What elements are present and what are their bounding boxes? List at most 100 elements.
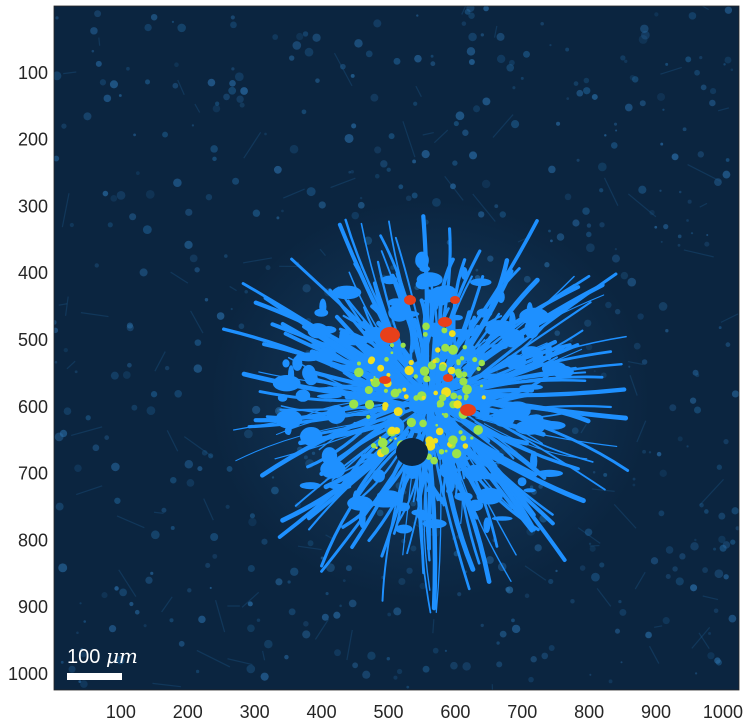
background-fiber	[687, 164, 722, 183]
background-cell	[184, 459, 194, 469]
background-cell	[352, 662, 359, 669]
cell-body	[295, 352, 322, 362]
background-cell	[714, 178, 722, 187]
background-fiber	[433, 129, 449, 144]
background-cell	[69, 222, 74, 228]
background-cell	[473, 105, 481, 113]
background-cell	[719, 544, 727, 552]
background-cell	[604, 134, 607, 137]
background-cell	[94, 263, 99, 268]
background-cell	[699, 56, 703, 60]
background-fiber	[80, 312, 109, 318]
background-fiber	[683, 249, 714, 258]
background-fiber	[196, 649, 231, 668]
background-cell	[638, 185, 647, 194]
background-cell	[731, 390, 739, 398]
background-cell	[688, 12, 697, 20]
background-cell	[74, 370, 78, 374]
background-cell	[675, 577, 684, 586]
background-cell	[650, 557, 659, 565]
background-fiber	[702, 595, 719, 601]
background-cell	[110, 194, 118, 202]
background-cell	[101, 592, 108, 599]
background-fiber	[241, 591, 260, 608]
cell-process	[307, 438, 408, 531]
high-signal-region	[481, 395, 486, 400]
cell-process	[423, 434, 434, 591]
background-cell	[80, 651, 87, 658]
high-signal-region	[435, 347, 441, 353]
background-cell	[645, 631, 652, 639]
high-signal-region	[366, 414, 371, 420]
high-signal-region	[406, 417, 417, 428]
high-signal-region	[441, 327, 448, 334]
background-cell	[393, 57, 401, 65]
background-cell	[468, 12, 475, 19]
background-cell	[170, 525, 175, 530]
background-fiber	[152, 682, 181, 688]
high-signal-region	[356, 361, 361, 366]
peak-signal-region	[380, 327, 400, 343]
high-signal-region	[458, 430, 463, 435]
background-fiber	[283, 188, 305, 199]
background-cell	[374, 146, 382, 154]
background-fiber	[76, 485, 103, 496]
background-cell	[677, 234, 682, 239]
background-cell	[464, 8, 471, 15]
background-cell	[116, 190, 126, 200]
high-signal-region	[437, 403, 441, 408]
background-cell	[186, 479, 195, 487]
x-tick-label: 400	[307, 702, 337, 722]
background-cell	[111, 462, 120, 472]
background-cell	[201, 450, 208, 456]
y-tick-label: 900	[18, 597, 48, 617]
background-cell	[288, 608, 296, 616]
background-cell	[565, 47, 570, 52]
background-cell	[660, 240, 663, 243]
high-signal-region	[459, 356, 465, 361]
background-cell	[679, 553, 686, 560]
background-cell	[95, 60, 102, 67]
cell-process	[466, 285, 581, 362]
background-cell	[107, 222, 113, 228]
cell-body	[317, 348, 337, 362]
cell-body	[504, 354, 527, 370]
background-cell	[261, 538, 268, 545]
background-cell	[129, 213, 137, 221]
cell-body	[517, 477, 527, 487]
high-signal-region	[441, 343, 450, 352]
background-cell	[411, 192, 418, 199]
background-cell	[413, 101, 418, 106]
cell-body	[357, 388, 368, 405]
background-cell	[713, 608, 719, 614]
cell-body	[431, 301, 439, 311]
cell-process	[451, 411, 580, 471]
cell-body	[491, 343, 508, 350]
background-cell	[416, 14, 419, 17]
background-cell	[351, 123, 357, 129]
background-cell	[724, 6, 733, 14]
background-cell	[212, 156, 217, 162]
background-cell	[207, 78, 216, 87]
background-fiber	[153, 511, 164, 514]
background-cell	[699, 502, 704, 508]
background-cell	[223, 93, 230, 101]
cell-body	[277, 394, 288, 402]
background-cell	[80, 680, 88, 688]
background-fiber	[613, 503, 637, 529]
background-cell	[586, 223, 592, 228]
background-cell	[122, 371, 131, 379]
cell-body	[272, 375, 301, 392]
background-cell	[264, 639, 273, 649]
high-signal-region	[377, 364, 385, 372]
high-signal-region	[370, 378, 373, 382]
background-cell	[104, 435, 110, 440]
background-cell	[312, 33, 321, 42]
background-cell	[599, 222, 605, 228]
high-signal-region	[425, 436, 434, 445]
background-cell	[90, 27, 98, 35]
peak-signal-region	[438, 317, 452, 327]
high-signal-region	[422, 322, 430, 331]
background-cell	[624, 103, 633, 112]
cell-body	[332, 285, 362, 300]
